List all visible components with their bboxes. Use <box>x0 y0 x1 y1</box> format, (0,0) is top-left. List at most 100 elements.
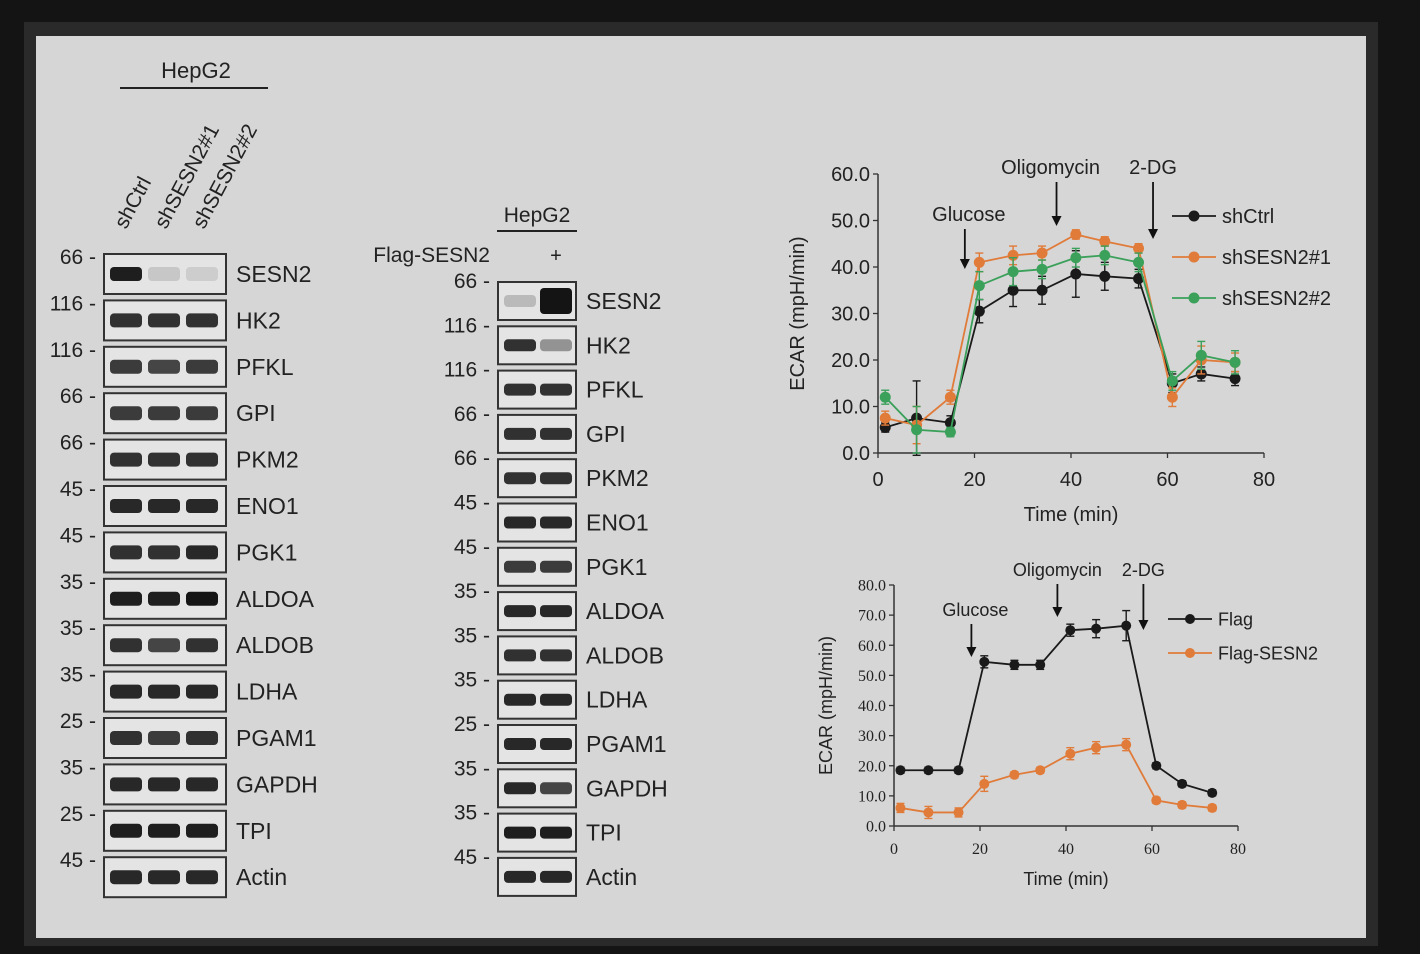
blot-b-mw-label: 116 - <box>444 314 490 337</box>
annotation-arrow-head <box>1138 620 1149 630</box>
data-point <box>1229 373 1241 385</box>
blot-a-protein-label: SESN2 <box>236 261 311 287</box>
y-tick-label: 40.0 <box>831 257 870 279</box>
blot-b-band <box>504 605 536 618</box>
data-point <box>923 807 934 818</box>
legend-marker <box>1188 251 1200 263</box>
blot-a-band <box>110 267 142 281</box>
blot-a-band <box>186 545 218 560</box>
blot-b-mw-label: 45 - <box>454 492 490 515</box>
y-tick-label: 40.0 <box>858 698 886 715</box>
blot-b-band <box>540 649 572 662</box>
blot-a-band <box>186 870 218 885</box>
data-point <box>1177 778 1188 789</box>
x-tick-label: 0 <box>890 841 898 858</box>
data-point <box>1099 270 1111 282</box>
blot-a-band <box>110 591 142 606</box>
blot-a-band <box>186 359 218 374</box>
blot-a-band <box>148 731 180 745</box>
blot-a-mw-label: 116 - <box>50 339 96 362</box>
blot-a-protein-label: HK2 <box>236 307 281 333</box>
blot-a-band <box>110 870 142 885</box>
blot-b-band <box>504 560 536 573</box>
annotation-label: 2-DG <box>1129 157 1177 179</box>
data-point <box>1133 273 1145 285</box>
data-point <box>1036 263 1048 275</box>
blot-a-band <box>110 638 142 653</box>
blot-b-protein-label: HK2 <box>586 332 631 358</box>
data-point <box>1036 284 1048 296</box>
y-tick-label: 10.0 <box>831 397 870 419</box>
blot-a-mw-label: 25 - <box>60 803 96 826</box>
data-point <box>911 424 923 436</box>
y-tick-label: 50.0 <box>831 211 870 233</box>
blot-b-band <box>540 427 572 440</box>
blot-b-band <box>504 870 536 883</box>
blot-a-band <box>186 638 218 653</box>
x-tick-label: 80 <box>1230 841 1246 858</box>
y-tick-label: 80.0 <box>858 578 886 595</box>
blot-b-mw-label: 35 - <box>454 757 490 780</box>
data-point <box>1195 349 1207 361</box>
blot-b: HepG2 Flag-SESN2 + SESN2 66 - HK2 116 - PFKL… <box>373 204 668 897</box>
blot-a-band <box>148 406 180 421</box>
y-tick-label: 60.0 <box>831 164 870 186</box>
blot-a-band <box>110 313 142 328</box>
blot-b-protein-label: ALDOA <box>586 598 665 624</box>
blot-a-mw-label: 45 - <box>60 524 96 547</box>
annotation-arrow-head <box>966 647 977 657</box>
blot-a-protein-label: PKM2 <box>236 447 299 473</box>
blot-b-condition-lane2: + <box>550 245 562 267</box>
data-point <box>1091 623 1102 634</box>
blot-b-protein-label: GPI <box>586 421 626 447</box>
legend-marker <box>1185 648 1195 658</box>
annotation-label: 2-DG <box>1122 560 1165 580</box>
data-point <box>895 802 906 813</box>
blot-a-protein-label: GAPDH <box>236 771 318 797</box>
legend-marker <box>1188 292 1200 304</box>
blot-a-band <box>148 499 180 513</box>
series-line <box>884 273 1236 429</box>
blot-a-band <box>148 267 180 281</box>
x-axis-title: Time (min) <box>1024 504 1119 526</box>
blot-b-band <box>540 383 572 396</box>
data-point <box>1070 268 1082 280</box>
blot-a-mw-label: 35 - <box>60 664 96 687</box>
y-tick-label: 50.0 <box>858 668 886 685</box>
blot-b-band <box>504 516 536 529</box>
blot-b-band <box>540 516 572 529</box>
blot-a-protein-label: LDHA <box>236 679 298 705</box>
blot-b-protein-label: PFKL <box>586 377 644 403</box>
figure-panel <box>36 36 1366 938</box>
x-tick-label: 80 <box>1253 469 1275 491</box>
blot-b-band <box>504 826 536 839</box>
legend-label: shSESN2#1 <box>1222 247 1331 269</box>
blot-a-band <box>148 591 180 606</box>
data-point <box>973 305 985 317</box>
blot-a-band <box>148 545 180 560</box>
annotation-arrow-head <box>959 259 970 269</box>
blot-a-protein-label: ALDOA <box>236 586 315 612</box>
annotation-label: Oligomycin <box>1001 157 1100 179</box>
annotation-arrow-head <box>1052 607 1063 617</box>
blot-a-band <box>186 731 218 745</box>
data-point <box>1151 795 1162 806</box>
legend-label: shSESN2#2 <box>1222 288 1331 310</box>
blot-a-band <box>110 823 142 838</box>
blot-a-protein-label: TPI <box>236 818 272 844</box>
blot-b-band <box>504 782 536 795</box>
blot-b-mw-label: 35 - <box>454 802 490 825</box>
blot-b-band <box>540 826 572 839</box>
blot-b-protein-label: LDHA <box>586 687 648 713</box>
data-point <box>944 391 956 403</box>
data-point <box>1009 769 1020 780</box>
blot-b-mw-label: 25 - <box>454 713 490 736</box>
blot-a-mw-label: 45 - <box>60 849 96 872</box>
y-axis-title: ECAR (mpH/min) <box>787 236 809 390</box>
blot-a-mw-label: 45 - <box>60 478 96 501</box>
blot-a-rows: SESN2 66 - HK2 116 - PFKL 116 - GPI 66 - PKM2 66 … <box>50 246 318 899</box>
data-point <box>1133 256 1145 268</box>
y-tick-label: 30.0 <box>831 304 870 326</box>
blot-b-band <box>504 383 536 396</box>
